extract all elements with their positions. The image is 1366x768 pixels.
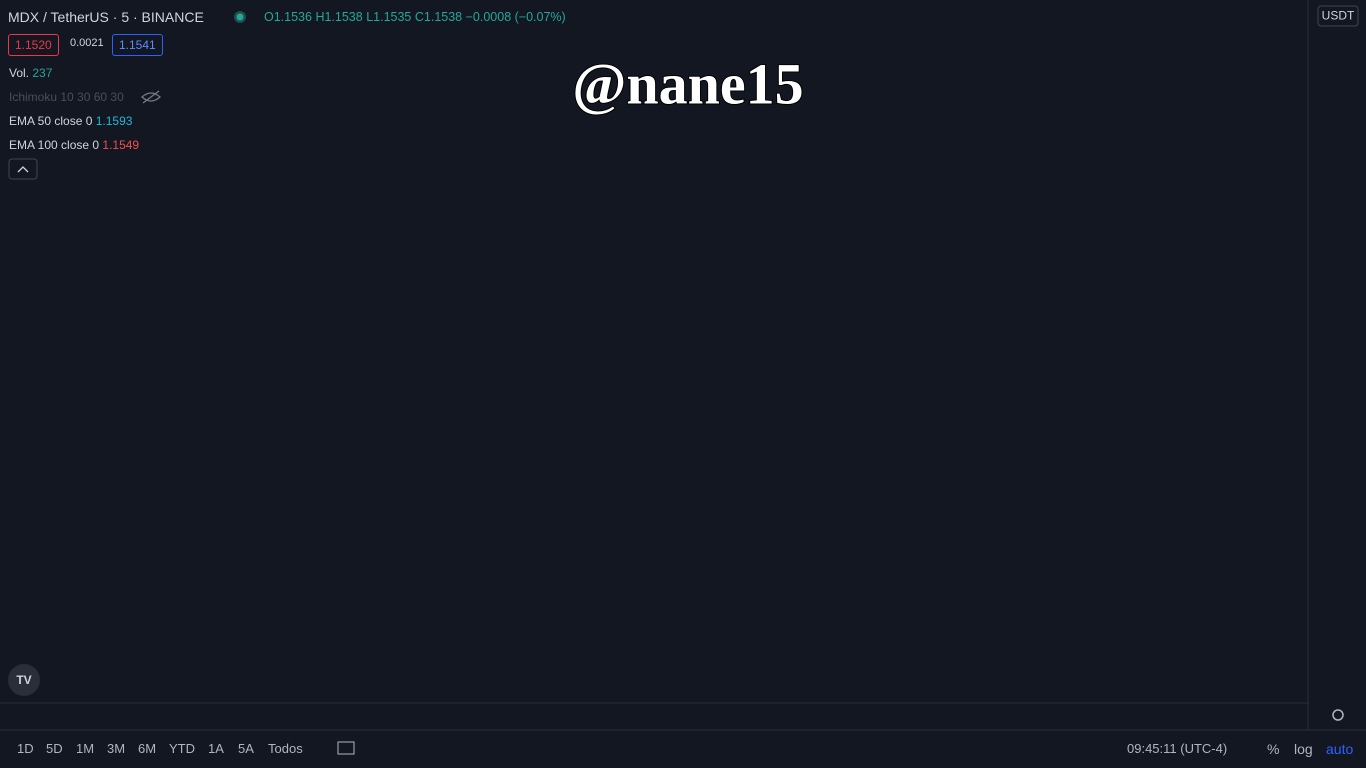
range-button[interactable]: 1M	[76, 741, 95, 756]
symbol: MDX / TetherUS · 5 · BINANCE	[8, 9, 204, 25]
range-button[interactable]: 3M	[107, 741, 126, 756]
status-dot-core	[236, 13, 244, 21]
high: H1.1538	[315, 10, 363, 24]
ema50-value: 1.1593	[95, 114, 133, 128]
range-button[interactable]: 5A	[238, 741, 254, 756]
range-button[interactable]: Todos	[268, 741, 303, 756]
clock: 09:45:11 (UTC-4)	[1127, 741, 1228, 756]
ema50-legend: EMA 50 close 0 1.1593	[9, 114, 132, 128]
logo-mark: TV	[16, 673, 31, 687]
watermark: @nane15	[572, 51, 803, 116]
bid[interactable]: 1.1520	[8, 34, 59, 56]
range-button[interactable]: 6M	[138, 741, 157, 756]
unit: USDT	[1322, 9, 1355, 23]
range-button[interactable]: 5D	[46, 741, 63, 756]
volume-legend: Vol. 237	[9, 66, 52, 80]
ichimoku-legend: Ichimoku 10 30 60 30	[9, 90, 124, 104]
ema100-value: 1.1549	[102, 138, 140, 152]
collapse-icon	[17, 166, 29, 173]
log-toggle[interactable]: log	[1294, 741, 1313, 757]
volume-value: 237	[32, 66, 53, 80]
compare-icon[interactable]	[337, 741, 355, 755]
range-button[interactable]: YTD	[169, 741, 195, 756]
spread: 0.0021	[70, 37, 104, 49]
collapse-button[interactable]	[8, 158, 38, 180]
ema50-name: EMA 50 close 0	[9, 114, 93, 128]
range-button[interactable]: 1A	[208, 741, 224, 756]
ohlc: O1.1536 H1.1538 L1.1535 C1.1538 −0.0008 …	[264, 10, 566, 24]
auto-toggle[interactable]: auto	[1326, 741, 1354, 757]
unit-box[interactable]	[1317, 5, 1359, 27]
change: −0.0008 (−0.07%)	[465, 10, 566, 24]
volume-label: Vol.	[9, 66, 30, 80]
low: L1.1535	[366, 10, 412, 24]
settings-icon[interactable]	[1332, 709, 1344, 721]
ask[interactable]: 1.1541	[112, 34, 163, 56]
ema100-legend: EMA 100 close 0 1.1549	[9, 138, 139, 152]
hide-icon[interactable]	[141, 90, 161, 104]
open: O1.1536	[264, 10, 312, 24]
logo[interactable]	[8, 664, 40, 696]
ema100-name: EMA 100 close 0	[9, 138, 100, 152]
percent-toggle[interactable]: %	[1267, 741, 1280, 757]
close: C1.1538	[414, 10, 463, 24]
range-button[interactable]: 1D	[17, 741, 34, 756]
